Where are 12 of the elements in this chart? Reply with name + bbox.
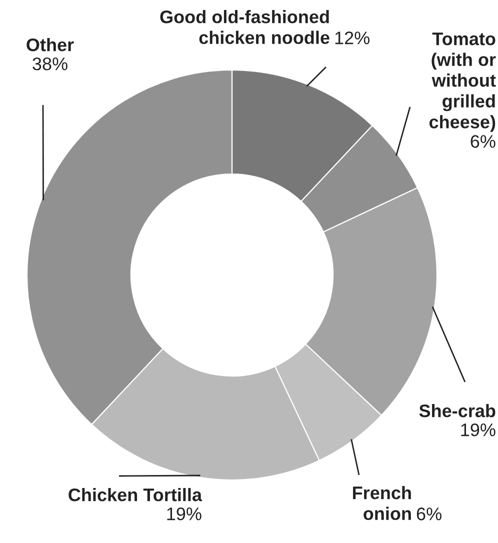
data-label: 19% xyxy=(167,507,202,520)
slice-label: Good old-fashioned chicken noodle xyxy=(160,10,330,44)
data-label: 6% xyxy=(416,508,442,520)
slice-label: Other xyxy=(26,38,74,52)
slice-label: Chicken Tortilla xyxy=(68,488,202,502)
slice-label: She-crab xyxy=(419,404,496,418)
data-label: 19% xyxy=(461,423,496,436)
data-label: 38% xyxy=(32,57,68,70)
slice-label: Tomato (with or without grilled cheese) xyxy=(429,32,496,132)
slice-label: French onion xyxy=(353,486,411,520)
data-label: 6% xyxy=(470,135,496,148)
data-label: 12% xyxy=(335,32,370,44)
